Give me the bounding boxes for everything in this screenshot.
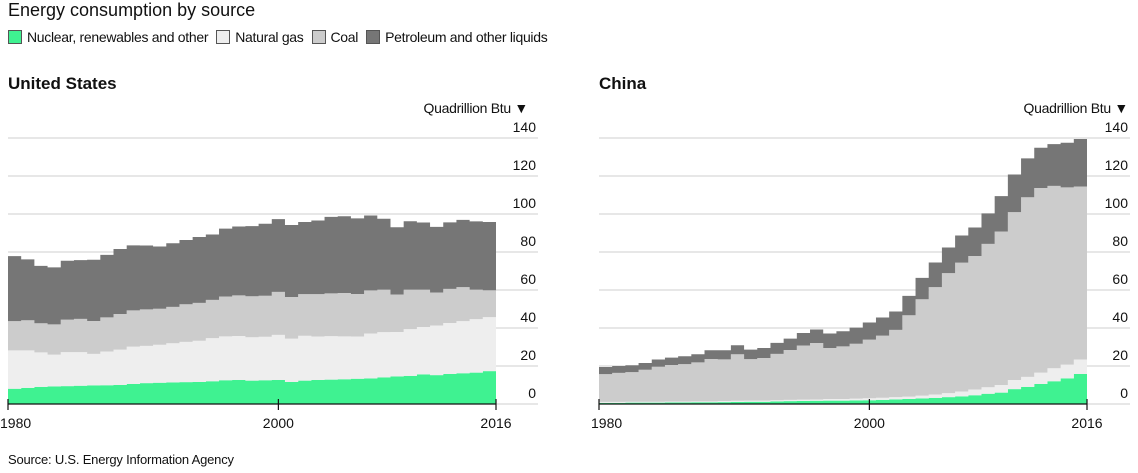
area-coal <box>8 287 496 355</box>
legend-label: Nuclear, renewables and other <box>27 29 209 45</box>
china-panel-title: China <box>599 74 647 93</box>
china-chart: 0 20 40 60 80 100 120 140 1980 2000 2016 <box>591 119 1130 431</box>
source-note: Source: U.S. Energy Information Agency <box>8 452 234 467</box>
area-petroleum-and-other-liquids <box>599 138 1087 375</box>
china-unit-label: Quadrillion Btu ▼ <box>1023 100 1129 116</box>
legend-swatch-natural-gas <box>216 30 231 44</box>
legend-label: Petroleum and other liquids <box>385 29 548 45</box>
y-tick-label: 100 <box>513 195 537 211</box>
legend-swatch-nuclear <box>8 30 22 44</box>
area-natural-gas <box>8 317 496 389</box>
y-tick-label: 0 <box>528 385 536 401</box>
y-tick-label: 120 <box>1105 157 1129 173</box>
y-tick-label: 80 <box>520 233 536 249</box>
legend-swatch-petroleum <box>366 30 381 44</box>
legend-item-coal: Coal <box>311 29 359 45</box>
legend-item-petroleum: Petroleum and other liquids <box>366 29 548 45</box>
legend-item-natural-gas: Natural gas <box>216 29 304 45</box>
area-natural-gas <box>599 359 1087 403</box>
x-tick-label: 1980 <box>0 415 31 431</box>
y-tick-label: 20 <box>520 347 536 363</box>
y-tick-label: 140 <box>513 119 537 135</box>
y-tick-label: 80 <box>1112 233 1128 249</box>
x-tick-label: 2000 <box>854 415 885 431</box>
x-tick-label: 1980 <box>591 415 622 431</box>
x-tick-label: 2016 <box>480 415 511 431</box>
legend: Nuclear, renewables and other Natural ga… <box>8 29 555 45</box>
y-tick-label: 140 <box>1105 119 1129 135</box>
y-tick-label: 20 <box>1112 347 1128 363</box>
legend-label: Coal <box>330 29 359 45</box>
y-tick-label: 120 <box>513 157 537 173</box>
y-tick-label: 60 <box>1112 271 1128 287</box>
area-nuclear-renewables-and-other <box>599 373 1087 404</box>
legend-swatch-coal <box>311 30 326 44</box>
x-tick-label: 2000 <box>263 415 294 431</box>
us-chart: 0 20 40 60 80 100 120 140 1980 2000 2016 <box>0 119 538 431</box>
y-tick-label: 40 <box>520 309 536 325</box>
chart-title: Energy consumption by source <box>8 0 256 20</box>
x-tick-label: 2016 <box>1071 415 1102 431</box>
y-tick-label: 100 <box>1105 195 1129 211</box>
legend-item-nuclear: Nuclear, renewables and other <box>8 29 209 45</box>
y-tick-label: 40 <box>1112 309 1128 325</box>
area-nuclear-renewables-and-other <box>8 371 496 404</box>
legend-label: Natural gas <box>235 29 304 45</box>
area-petroleum-and-other-liquids <box>8 215 496 325</box>
area-coal <box>599 185 1087 402</box>
y-tick-label: 60 <box>520 271 536 287</box>
us-unit-label: Quadrillion Btu ▼ <box>423 100 529 116</box>
us-panel-title: United States <box>8 74 117 93</box>
y-tick-label: 0 <box>1120 385 1128 401</box>
